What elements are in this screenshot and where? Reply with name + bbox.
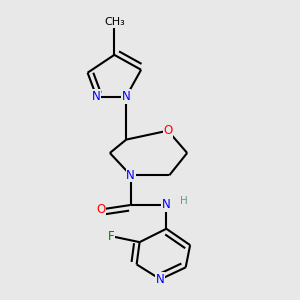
Text: F: F (108, 230, 115, 243)
Text: N: N (122, 90, 130, 103)
Text: O: O (96, 203, 106, 216)
Text: O: O (163, 124, 172, 137)
Text: CH₃: CH₃ (104, 17, 125, 27)
Text: N: N (92, 90, 101, 103)
Text: N: N (156, 273, 165, 286)
Text: H: H (180, 196, 188, 206)
Text: N: N (162, 199, 171, 212)
Text: N: N (126, 169, 135, 182)
